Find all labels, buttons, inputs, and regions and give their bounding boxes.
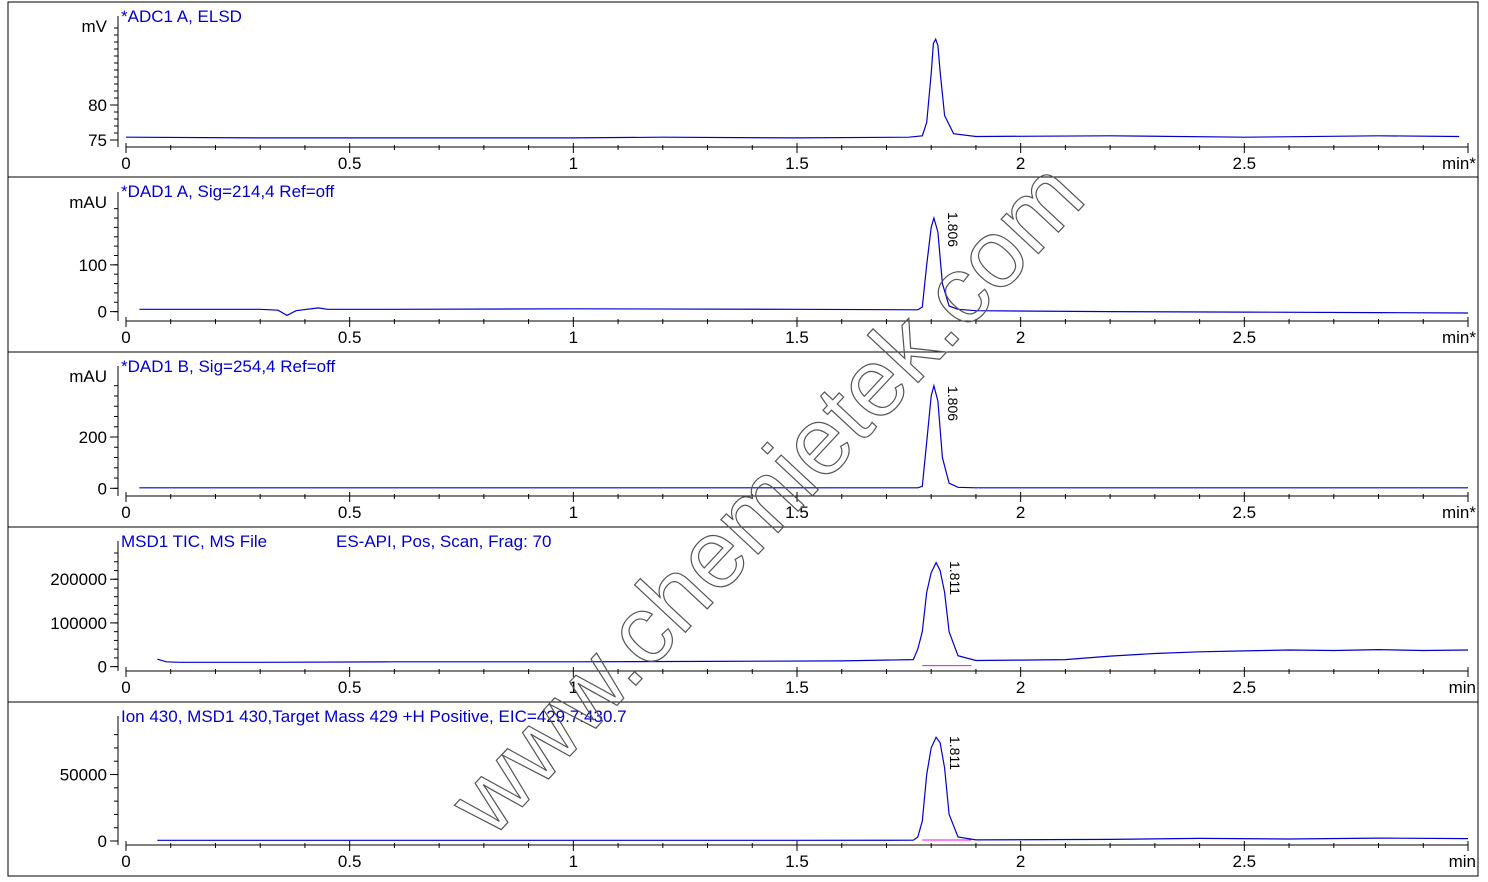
y-tick-label: 100 bbox=[79, 256, 107, 275]
y-tick-label: 100000 bbox=[50, 614, 107, 633]
x-tick-label: 2 bbox=[1016, 328, 1025, 347]
series-line bbox=[157, 561, 1469, 663]
x-tick-label: 1 bbox=[569, 503, 578, 522]
y-tick-label: 200 bbox=[79, 428, 107, 447]
x-unit-label: min* bbox=[1442, 154, 1476, 173]
x-tick-label: 0.5 bbox=[338, 503, 362, 522]
y-tick-label: 50000 bbox=[60, 766, 107, 785]
series-line bbox=[157, 736, 1469, 841]
x-tick-label: 1 bbox=[569, 328, 578, 347]
x-tick-label: 1.5 bbox=[785, 328, 809, 347]
peak-label: 1.811 bbox=[947, 736, 963, 770]
panel-title: MSD1 TIC, MS File bbox=[121, 532, 267, 551]
y-tick-label: 0 bbox=[98, 303, 107, 322]
x-tick-label: 0 bbox=[121, 678, 130, 697]
x-tick-label: 1.5 bbox=[785, 503, 809, 522]
peak-label: 1.806 bbox=[945, 212, 961, 247]
panel-title: *DAD1 A, Sig=214,4 Ref=off bbox=[121, 182, 335, 201]
x-tick-label: 0 bbox=[121, 154, 130, 173]
chart-panel-2: *DAD1 A, Sig=214,4 Ref=off 0 0.5 1 1.5 2 2.5 mi… bbox=[7, 176, 1479, 353]
chart-panel-3: *DAD1 B, Sig=254,4 Ref=off 0 0.5 1 1.5 2 2.5 mi… bbox=[7, 351, 1479, 528]
x-tick-label: 1.5 bbox=[785, 678, 809, 697]
y-axis-label: mAU bbox=[69, 193, 107, 212]
x-tick-label: 0 bbox=[121, 503, 130, 522]
x-tick-label: 0 bbox=[121, 328, 130, 347]
x-tick-label: 0.5 bbox=[338, 154, 362, 173]
panel-frame bbox=[7, 701, 1479, 877]
panel-subtitle: ES-API, Pos, Scan, Frag: 70 bbox=[336, 532, 551, 551]
x-tick-label: 2 bbox=[1016, 678, 1025, 697]
x-tick-label: 2 bbox=[1016, 852, 1025, 871]
peak-label: 1.806 bbox=[945, 386, 961, 421]
x-tick-label: 1.5 bbox=[785, 154, 809, 173]
x-tick-label: 2.5 bbox=[1233, 154, 1257, 173]
x-unit-label: min bbox=[1449, 852, 1476, 871]
y-axis-label: mV bbox=[82, 17, 108, 36]
y-tick-label: 0 bbox=[98, 832, 107, 851]
x-tick-label: 2.5 bbox=[1233, 678, 1257, 697]
y-tick-label: 200000 bbox=[50, 570, 107, 589]
panel-title: *ADC1 A, ELSD bbox=[121, 7, 242, 26]
chart-panel-5: Ion 430, MSD1 430,Target Mass 429 +H Pos… bbox=[7, 701, 1479, 877]
peak-label: 1.811 bbox=[947, 561, 963, 595]
y-axis-label: mAU bbox=[69, 367, 107, 386]
y-tick-label: 0 bbox=[98, 479, 107, 498]
x-tick-label: 1 bbox=[569, 852, 578, 871]
x-tick-label: 1 bbox=[569, 678, 578, 697]
y-tick-label: 75 bbox=[88, 131, 107, 150]
x-tick-label: 0 bbox=[121, 852, 130, 871]
x-tick-label: 1.5 bbox=[785, 852, 809, 871]
chart-panel-4: MSD1 TIC, MS File ES-API, Pos, Scan, Frag… bbox=[7, 526, 1479, 703]
x-tick-label: 0.5 bbox=[338, 678, 362, 697]
x-tick-label: 0.5 bbox=[338, 328, 362, 347]
y-tick-label: 80 bbox=[88, 96, 107, 115]
series-line bbox=[125, 37, 1460, 139]
series-line bbox=[139, 383, 1468, 489]
x-tick-label: 0.5 bbox=[338, 852, 362, 871]
x-tick-label: 2 bbox=[1016, 503, 1025, 522]
x-unit-label: min* bbox=[1442, 328, 1476, 347]
panel-title: *DAD1 B, Sig=254,4 Ref=off bbox=[121, 357, 335, 376]
x-tick-label: 2.5 bbox=[1233, 852, 1257, 871]
y-tick-label: 0 bbox=[98, 658, 107, 677]
x-unit-label: min bbox=[1449, 678, 1476, 697]
x-tick-label: 2.5 bbox=[1233, 503, 1257, 522]
series-line bbox=[139, 215, 1469, 317]
panel-title: Ion 430, MSD1 430,Target Mass 429 +H Pos… bbox=[121, 707, 627, 726]
x-tick-label: 2.5 bbox=[1233, 328, 1257, 347]
x-tick-label: 2 bbox=[1016, 154, 1025, 173]
x-unit-label: min* bbox=[1442, 503, 1476, 522]
x-tick-label: 1 bbox=[569, 154, 578, 173]
